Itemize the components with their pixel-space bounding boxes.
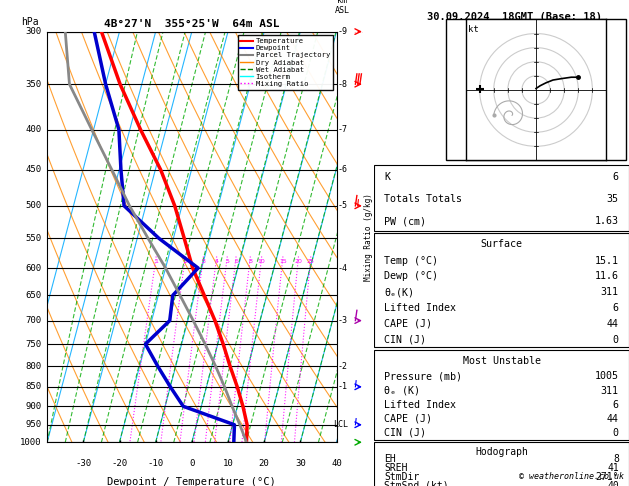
Bar <box>374 442 629 486</box>
Text: CIN (J): CIN (J) <box>384 334 426 345</box>
Text: 8: 8 <box>248 259 252 263</box>
Title: 4B°27'N  355°25'W  64m ASL: 4B°27'N 355°25'W 64m ASL <box>104 19 280 30</box>
Text: 700: 700 <box>25 316 42 325</box>
Text: 1000: 1000 <box>20 438 42 447</box>
Text: LCL: LCL <box>333 420 348 429</box>
Text: Dewp (°C): Dewp (°C) <box>384 271 438 281</box>
Text: θₑ (K): θₑ (K) <box>384 385 420 396</box>
Text: 450: 450 <box>25 165 42 174</box>
Text: -1: -1 <box>338 382 348 391</box>
Text: © weatheronline.co.uk: © weatheronline.co.uk <box>519 472 624 481</box>
Text: 650: 650 <box>25 291 42 300</box>
Text: -3: -3 <box>338 316 348 325</box>
Text: 10: 10 <box>223 459 233 468</box>
Text: 0: 0 <box>189 459 194 468</box>
Text: Mixing Ratio (g/kg): Mixing Ratio (g/kg) <box>364 193 373 281</box>
Text: Surface: Surface <box>481 239 523 249</box>
Text: EH: EH <box>384 454 396 464</box>
Text: CAPE (J): CAPE (J) <box>384 414 433 424</box>
Text: Most Unstable: Most Unstable <box>462 356 541 365</box>
Text: 311: 311 <box>601 385 619 396</box>
Text: 30.09.2024  18GMT (Base: 18): 30.09.2024 18GMT (Base: 18) <box>427 12 602 22</box>
Legend: Temperature, Dewpoint, Parcel Trajectory, Dry Adiabat, Wet Adiabat, Isotherm, Mi: Temperature, Dewpoint, Parcel Trajectory… <box>238 35 333 90</box>
Text: 600: 600 <box>25 263 42 273</box>
Bar <box>374 233 629 347</box>
Text: Temp (°C): Temp (°C) <box>384 256 438 266</box>
Text: CAPE (J): CAPE (J) <box>384 319 433 329</box>
Text: K: K <box>384 172 391 182</box>
Text: CIN (J): CIN (J) <box>384 428 426 438</box>
Text: 44: 44 <box>607 414 619 424</box>
Text: 15.1: 15.1 <box>595 256 619 266</box>
Text: θₑ(K): θₑ(K) <box>384 287 415 297</box>
Text: -2: -2 <box>338 362 348 371</box>
Text: 6: 6 <box>613 303 619 313</box>
Text: 41: 41 <box>607 463 619 473</box>
Text: 20: 20 <box>259 459 270 468</box>
Text: 1: 1 <box>154 259 158 263</box>
Text: 6: 6 <box>613 172 619 182</box>
Text: 400: 400 <box>25 125 42 134</box>
Bar <box>374 165 629 231</box>
Text: 11.6: 11.6 <box>595 271 619 281</box>
Bar <box>445 19 626 160</box>
Text: 6: 6 <box>613 399 619 410</box>
Text: 30: 30 <box>295 459 306 468</box>
Bar <box>374 350 629 440</box>
Text: 3: 3 <box>201 259 206 263</box>
Text: 35: 35 <box>607 194 619 204</box>
Text: km
ASL: km ASL <box>335 0 350 15</box>
Text: 500: 500 <box>25 201 42 210</box>
Text: 950: 950 <box>25 420 42 429</box>
Text: 2: 2 <box>184 259 187 263</box>
Text: 850: 850 <box>25 382 42 391</box>
Text: 750: 750 <box>25 340 42 348</box>
Text: SREH: SREH <box>384 463 408 473</box>
Text: 20: 20 <box>294 259 303 263</box>
Text: Lifted Index: Lifted Index <box>384 303 457 313</box>
Text: -9: -9 <box>338 27 348 36</box>
Text: 271°: 271° <box>595 472 619 482</box>
Text: 15: 15 <box>279 259 287 263</box>
Text: 40: 40 <box>331 459 342 468</box>
Text: 4: 4 <box>214 259 219 263</box>
Text: 6: 6 <box>234 259 238 263</box>
Text: 8: 8 <box>613 454 619 464</box>
Text: -10: -10 <box>148 459 164 468</box>
Text: 900: 900 <box>25 402 42 411</box>
Text: StmSpd (kt): StmSpd (kt) <box>384 481 449 486</box>
Text: -7: -7 <box>338 125 348 134</box>
Text: Totals Totals: Totals Totals <box>384 194 462 204</box>
Text: -5: -5 <box>338 201 348 210</box>
Text: 1005: 1005 <box>595 371 619 382</box>
Text: Dewpoint / Temperature (°C): Dewpoint / Temperature (°C) <box>108 477 276 486</box>
Text: 350: 350 <box>25 80 42 88</box>
Text: Lifted Index: Lifted Index <box>384 399 457 410</box>
Text: 800: 800 <box>25 362 42 371</box>
Text: -20: -20 <box>111 459 128 468</box>
Text: 0: 0 <box>613 334 619 345</box>
Text: -6: -6 <box>338 165 348 174</box>
Text: 1.63: 1.63 <box>595 216 619 226</box>
Text: 300: 300 <box>25 27 42 36</box>
Text: hPa: hPa <box>21 17 38 28</box>
Text: 10: 10 <box>258 259 265 263</box>
Text: 40: 40 <box>607 481 619 486</box>
Text: 550: 550 <box>25 234 42 243</box>
Text: 5: 5 <box>225 259 229 263</box>
Text: 44: 44 <box>607 319 619 329</box>
Text: -4: -4 <box>338 263 348 273</box>
Text: -30: -30 <box>75 459 91 468</box>
Text: 311: 311 <box>601 287 619 297</box>
Text: Pressure (mb): Pressure (mb) <box>384 371 462 382</box>
Text: -8: -8 <box>338 80 348 88</box>
Text: 0: 0 <box>613 428 619 438</box>
Text: Hodograph: Hodograph <box>475 447 528 457</box>
Text: PW (cm): PW (cm) <box>384 216 426 226</box>
Text: 25: 25 <box>307 259 314 263</box>
Text: StmDir: StmDir <box>384 472 420 482</box>
